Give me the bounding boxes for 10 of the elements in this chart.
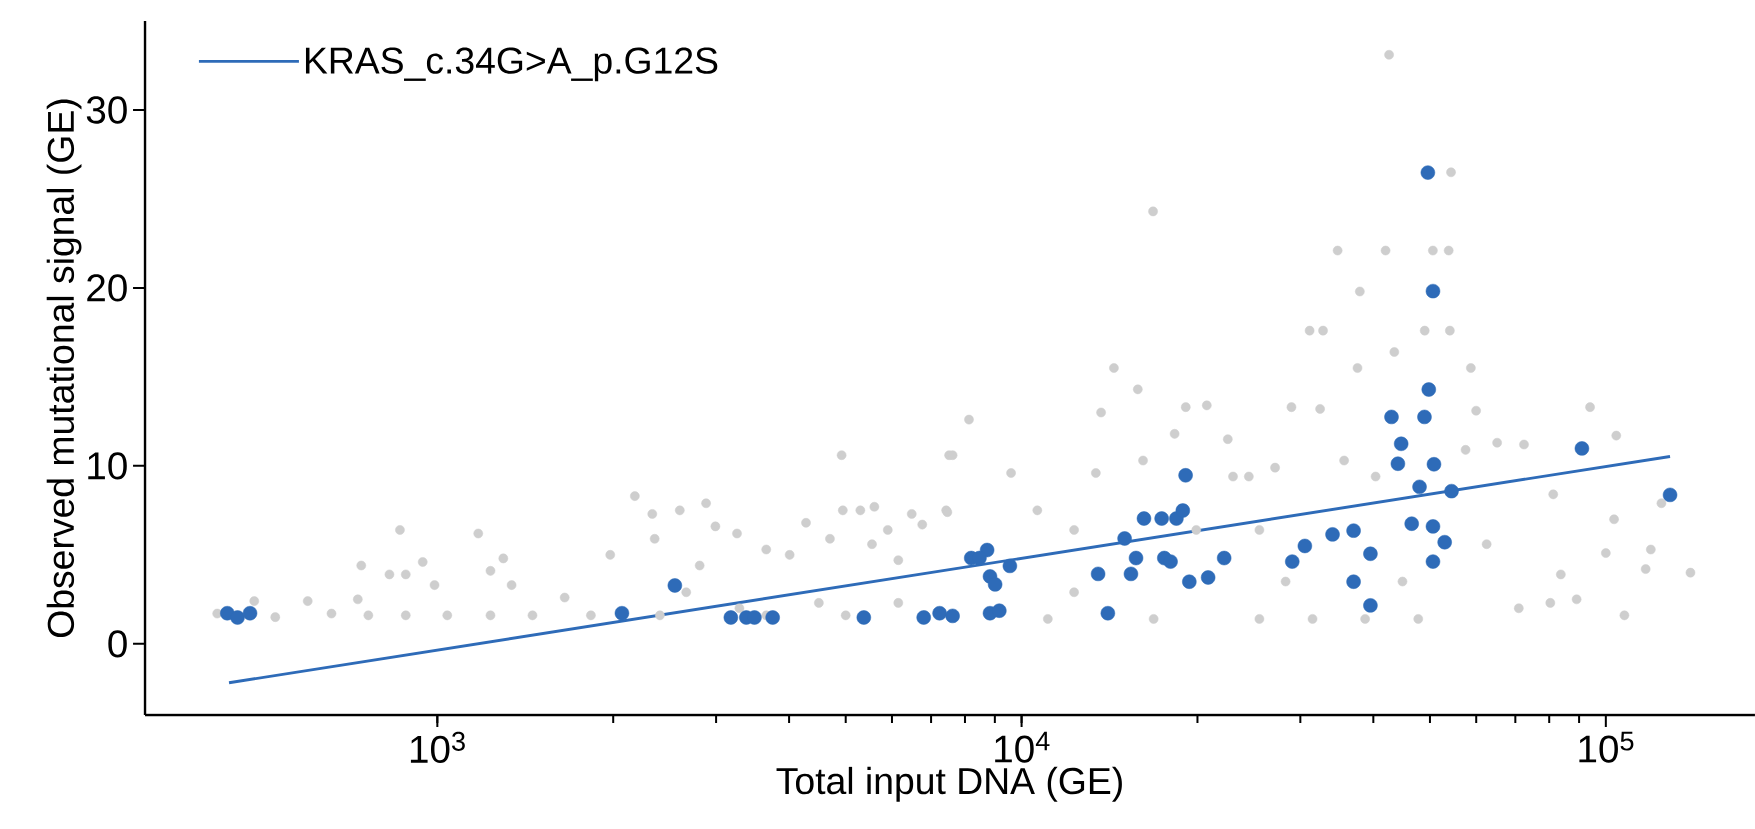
y-tick-label: 20 — [87, 274, 127, 302]
y-axis-title: Observed mutational signal (GE) — [46, 99, 82, 638]
x-tick-label: 10$^{4}$ — [995, 731, 1050, 763]
x-tick-label: 10$^{3}$ — [410, 731, 465, 764]
y-tick-label: 30 — [86, 96, 127, 124]
x-tick-label: 10$^{5}$ — [1579, 731, 1634, 763]
legend-label: KRAS_c.34G>A_p.G12S — [305, 47, 718, 82]
y-tick-label: 10 — [88, 452, 127, 480]
y-tick-label: 0 — [108, 630, 127, 658]
x-axis-title: Total input DNA (GE) — [776, 766, 1122, 802]
